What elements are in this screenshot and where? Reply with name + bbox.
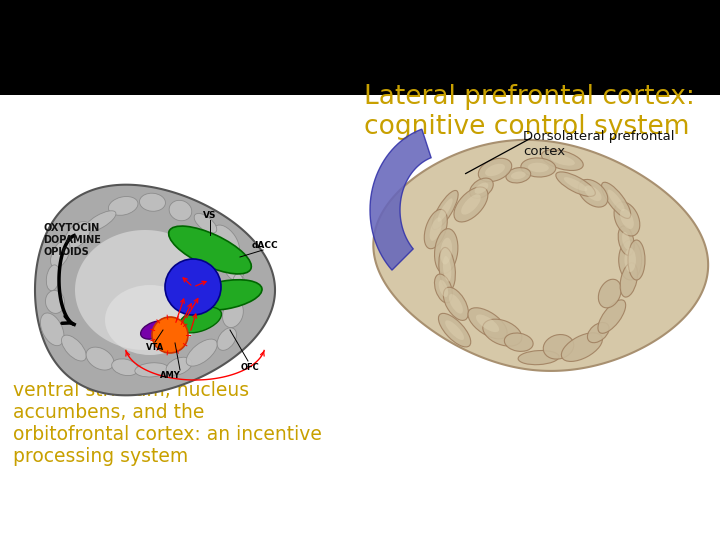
Ellipse shape <box>84 211 116 232</box>
Ellipse shape <box>578 179 608 207</box>
Ellipse shape <box>109 197 138 215</box>
Ellipse shape <box>435 228 458 273</box>
Ellipse shape <box>476 314 499 332</box>
Text: VS: VS <box>203 211 217 219</box>
Ellipse shape <box>438 247 455 290</box>
Text: ventral striatum, nucleus
accumbens, and the
orbitofrontal cortex: an incentive
: ventral striatum, nucleus accumbens, and… <box>13 381 322 465</box>
Ellipse shape <box>188 280 262 310</box>
Bar <box>0 0 720 94</box>
Ellipse shape <box>544 335 574 359</box>
Ellipse shape <box>140 193 166 211</box>
Ellipse shape <box>232 273 245 307</box>
Ellipse shape <box>430 217 442 241</box>
Ellipse shape <box>194 213 217 233</box>
Ellipse shape <box>468 308 507 339</box>
Text: AMY: AMY <box>160 370 181 380</box>
Ellipse shape <box>50 240 70 268</box>
Ellipse shape <box>474 183 488 194</box>
Polygon shape <box>374 140 708 371</box>
Polygon shape <box>35 185 275 395</box>
Ellipse shape <box>424 210 447 249</box>
Ellipse shape <box>564 177 588 191</box>
Ellipse shape <box>622 232 630 249</box>
Text: VTA: VTA <box>146 342 164 352</box>
Circle shape <box>165 259 221 315</box>
Ellipse shape <box>212 225 240 258</box>
Ellipse shape <box>179 307 222 333</box>
Ellipse shape <box>222 300 243 328</box>
Ellipse shape <box>441 238 452 265</box>
Ellipse shape <box>169 200 192 221</box>
Ellipse shape <box>528 163 549 172</box>
Ellipse shape <box>556 172 595 197</box>
Ellipse shape <box>223 251 244 280</box>
Ellipse shape <box>61 335 86 361</box>
Ellipse shape <box>438 313 471 347</box>
Ellipse shape <box>445 320 464 340</box>
Ellipse shape <box>506 167 531 183</box>
Ellipse shape <box>588 322 609 343</box>
Ellipse shape <box>511 171 526 179</box>
Ellipse shape <box>620 209 634 229</box>
Text: Dorsolateral prefrontal
cortex: Dorsolateral prefrontal cortex <box>523 130 675 158</box>
Ellipse shape <box>135 363 168 377</box>
Ellipse shape <box>585 185 602 201</box>
Ellipse shape <box>438 280 449 297</box>
Ellipse shape <box>518 350 559 365</box>
Ellipse shape <box>562 333 603 361</box>
Ellipse shape <box>483 319 522 346</box>
Text: OXYTOCIN
DOPAMINE
OPIOIDS: OXYTOCIN DOPAMINE OPIOIDS <box>43 224 101 256</box>
Ellipse shape <box>438 198 453 222</box>
Ellipse shape <box>444 287 469 320</box>
Ellipse shape <box>140 321 169 339</box>
Ellipse shape <box>40 313 64 346</box>
Ellipse shape <box>186 339 217 366</box>
Ellipse shape <box>601 182 631 218</box>
Ellipse shape <box>614 202 640 236</box>
Ellipse shape <box>541 150 583 171</box>
Ellipse shape <box>620 263 637 297</box>
Ellipse shape <box>454 187 488 222</box>
Ellipse shape <box>504 333 533 352</box>
Polygon shape <box>370 129 431 270</box>
Ellipse shape <box>166 357 192 375</box>
Ellipse shape <box>485 164 505 176</box>
Polygon shape <box>75 230 215 350</box>
Text: dACC: dACC <box>252 240 279 249</box>
Ellipse shape <box>45 291 65 313</box>
Ellipse shape <box>217 328 236 350</box>
Ellipse shape <box>168 226 251 274</box>
Ellipse shape <box>86 347 114 370</box>
Ellipse shape <box>443 256 451 282</box>
Ellipse shape <box>618 226 634 255</box>
Ellipse shape <box>461 194 481 214</box>
Ellipse shape <box>521 158 556 177</box>
Ellipse shape <box>598 279 621 308</box>
Ellipse shape <box>550 154 575 166</box>
Text: OFC: OFC <box>240 362 259 372</box>
Ellipse shape <box>469 178 493 198</box>
Ellipse shape <box>112 359 138 376</box>
Ellipse shape <box>434 274 452 303</box>
Ellipse shape <box>628 240 645 280</box>
Ellipse shape <box>618 240 642 280</box>
Circle shape <box>152 317 188 353</box>
Ellipse shape <box>432 191 458 229</box>
Ellipse shape <box>449 294 463 314</box>
Ellipse shape <box>105 285 195 355</box>
Ellipse shape <box>65 221 91 248</box>
Ellipse shape <box>46 265 60 291</box>
Ellipse shape <box>624 248 636 272</box>
Text: Lateral prefrontal cortex:
cognitive control system: Lateral prefrontal cortex: cognitive con… <box>364 84 695 140</box>
Ellipse shape <box>478 158 512 181</box>
Ellipse shape <box>608 190 625 211</box>
Ellipse shape <box>598 300 626 333</box>
Ellipse shape <box>231 275 247 305</box>
